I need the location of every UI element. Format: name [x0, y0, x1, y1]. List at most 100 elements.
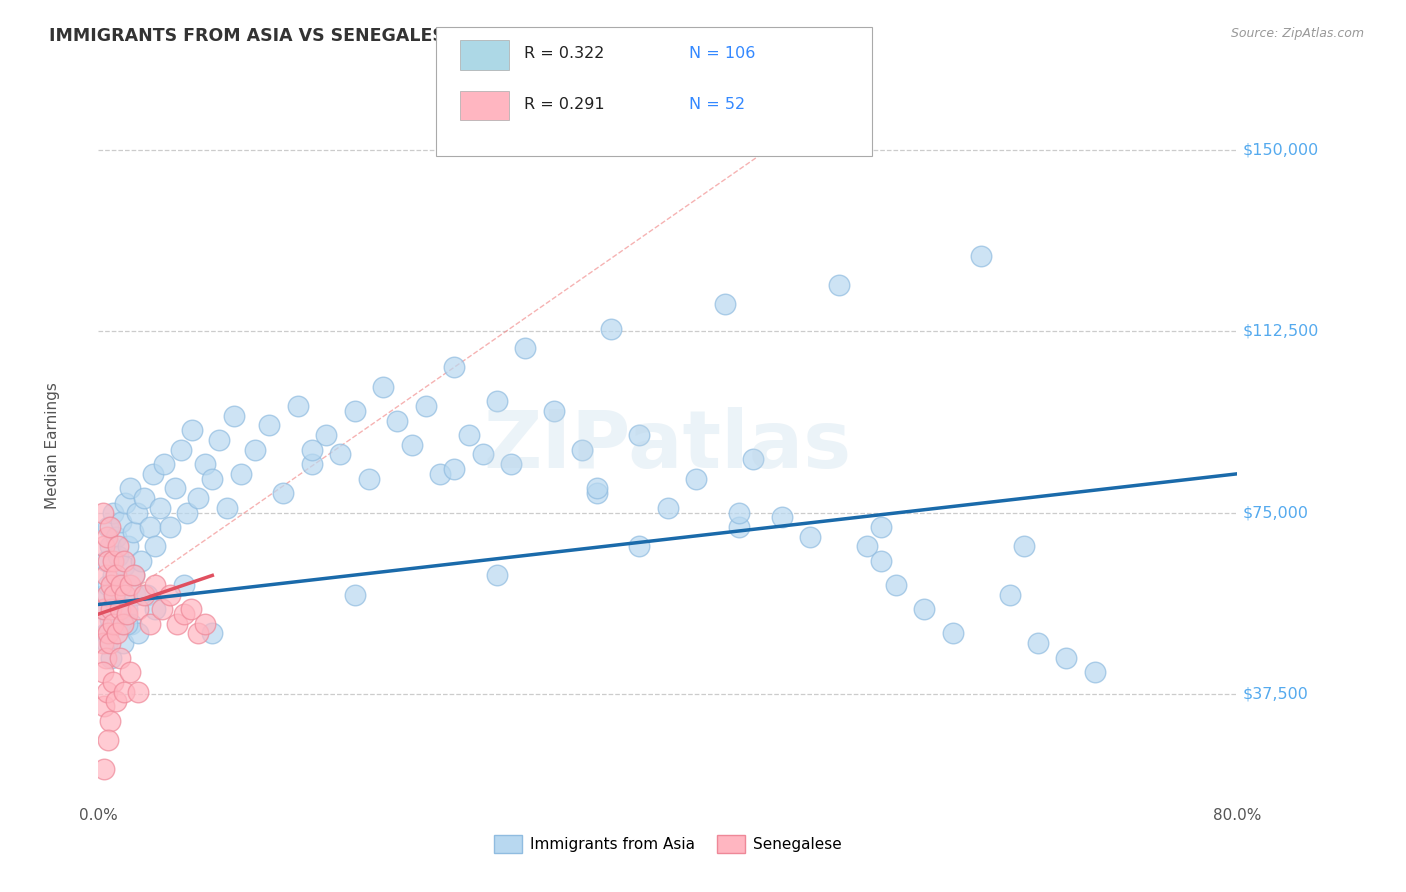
- Text: $75,000: $75,000: [1243, 505, 1309, 520]
- Text: R = 0.291: R = 0.291: [524, 97, 605, 112]
- Point: [912, 602, 935, 616]
- Point: [115, 602, 138, 616]
- Point: [714, 297, 737, 311]
- Text: N = 106: N = 106: [689, 46, 755, 61]
- Point: [97, 520, 120, 534]
- Point: [628, 540, 651, 554]
- Text: $37,500: $37,500: [1243, 687, 1309, 701]
- Point: [115, 616, 138, 631]
- Point: [770, 510, 793, 524]
- Point: [96, 588, 118, 602]
- Point: [159, 588, 181, 602]
- Point: [176, 506, 198, 520]
- Point: [108, 582, 131, 597]
- Point: [107, 549, 129, 563]
- Point: [856, 540, 879, 554]
- Point: [97, 626, 120, 640]
- Point: [884, 578, 907, 592]
- Point: [1012, 540, 1035, 554]
- Point: [243, 442, 266, 457]
- Point: [111, 636, 134, 650]
- Point: [121, 524, 143, 539]
- Point: [98, 612, 121, 626]
- Point: [124, 588, 146, 602]
- Point: [101, 674, 124, 689]
- Point: [129, 554, 152, 568]
- Text: N = 52: N = 52: [689, 97, 745, 112]
- Text: $150,000: $150,000: [1243, 142, 1319, 157]
- Point: [373, 380, 395, 394]
- Point: [315, 428, 337, 442]
- Point: [122, 568, 145, 582]
- Point: [585, 486, 607, 500]
- Point: [173, 578, 195, 592]
- Point: [166, 616, 188, 631]
- Point: [215, 500, 238, 515]
- Point: [110, 578, 132, 592]
- Text: $112,500: $112,500: [1243, 324, 1319, 339]
- Point: [101, 616, 124, 631]
- Point: [118, 578, 141, 592]
- Point: [443, 462, 465, 476]
- Point: [114, 588, 136, 602]
- Point: [94, 626, 117, 640]
- Point: [127, 684, 149, 698]
- Point: [96, 530, 118, 544]
- Point: [97, 732, 120, 747]
- Point: [93, 762, 115, 776]
- Text: IMMIGRANTS FROM ASIA VS SENEGALESE MEDIAN EARNINGS CORRELATION CHART: IMMIGRANTS FROM ASIA VS SENEGALESE MEDIA…: [49, 27, 863, 45]
- Point: [343, 588, 366, 602]
- Point: [112, 684, 135, 698]
- Point: [111, 616, 134, 631]
- Point: [108, 650, 131, 665]
- Point: [742, 452, 765, 467]
- Text: ZIPatlas: ZIPatlas: [484, 407, 852, 485]
- Point: [301, 442, 323, 457]
- Point: [152, 602, 174, 616]
- Point: [429, 467, 451, 481]
- Point: [543, 404, 565, 418]
- Point: [970, 249, 993, 263]
- Point: [387, 414, 409, 428]
- Point: [145, 578, 167, 592]
- Point: [194, 457, 217, 471]
- Point: [1084, 665, 1107, 680]
- Point: [91, 665, 114, 680]
- Point: [486, 394, 509, 409]
- Point: [98, 520, 121, 534]
- Point: [401, 438, 423, 452]
- Point: [103, 592, 125, 607]
- Point: [115, 607, 138, 621]
- Point: [125, 506, 148, 520]
- Point: [415, 399, 437, 413]
- Point: [501, 457, 523, 471]
- Point: [110, 515, 132, 529]
- Point: [94, 568, 117, 582]
- Point: [942, 626, 965, 640]
- Point: [301, 457, 323, 471]
- Point: [120, 616, 142, 631]
- Point: [105, 616, 128, 631]
- Point: [145, 540, 167, 554]
- Point: [187, 491, 209, 505]
- Point: [515, 341, 537, 355]
- Point: [107, 540, 129, 554]
- Point: [104, 568, 127, 582]
- Point: [870, 554, 893, 568]
- Point: [96, 684, 118, 698]
- Point: [118, 481, 141, 495]
- Point: [138, 520, 160, 534]
- Point: [870, 520, 893, 534]
- Point: [100, 578, 122, 592]
- Point: [600, 321, 623, 335]
- Text: Median Earnings: Median Earnings: [45, 383, 60, 509]
- Point: [103, 588, 125, 602]
- Point: [153, 457, 176, 471]
- Text: R = 0.322: R = 0.322: [524, 46, 605, 61]
- Point: [101, 554, 124, 568]
- Text: Source: ZipAtlas.com: Source: ZipAtlas.com: [1230, 27, 1364, 40]
- Point: [93, 540, 115, 554]
- Point: [287, 399, 309, 413]
- Point: [98, 714, 121, 728]
- Point: [127, 602, 149, 616]
